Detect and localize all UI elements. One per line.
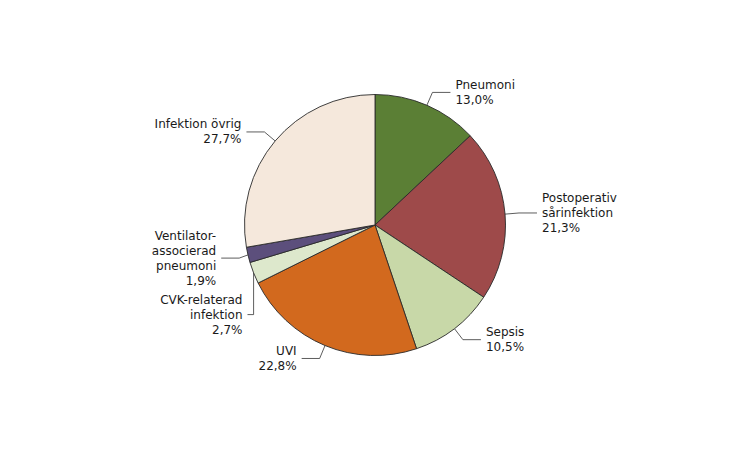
svg-text:sårinfektion: sårinfektion	[542, 206, 613, 220]
svg-text:infektion: infektion	[190, 308, 242, 322]
svg-text:27,7%: 27,7%	[203, 132, 241, 146]
svg-text:Infektion övrig: Infektion övrig	[155, 117, 242, 131]
svg-text:associerad: associerad	[152, 244, 216, 258]
svg-text:Postoperativ: Postoperativ	[542, 191, 617, 205]
svg-text:Pneumoni: Pneumoni	[455, 78, 515, 92]
svg-text:Sepsis: Sepsis	[486, 325, 524, 339]
svg-text:1,9%: 1,9%	[186, 274, 217, 288]
svg-text:21,3%: 21,3%	[542, 221, 580, 235]
svg-text:pneumoni: pneumoni	[156, 259, 216, 273]
svg-text:10,5%: 10,5%	[486, 340, 524, 354]
svg-text:Ventilator-: Ventilator-	[155, 229, 217, 243]
svg-text:2,7%: 2,7%	[212, 323, 243, 337]
svg-text:UVI: UVI	[276, 344, 297, 358]
svg-text:13,0%: 13,0%	[455, 93, 493, 107]
svg-text:CVK-relaterad: CVK-relaterad	[160, 293, 242, 307]
svg-text:22,8%: 22,8%	[259, 359, 297, 373]
